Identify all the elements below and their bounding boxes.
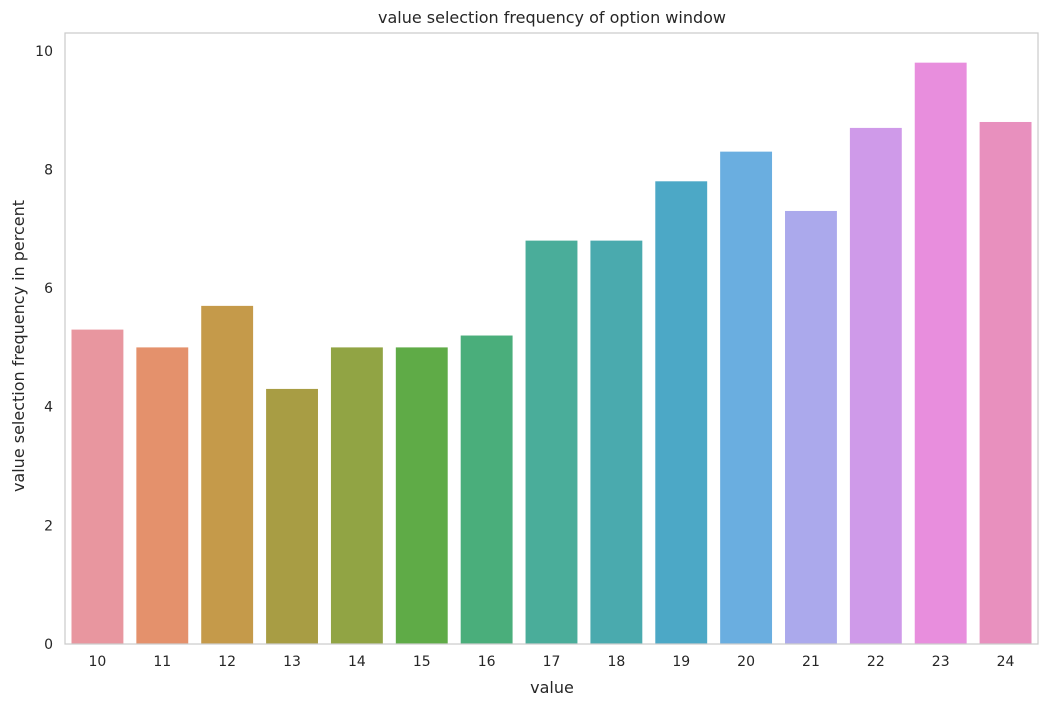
x-tick-label: 21 [802, 654, 820, 670]
x-tick-label: 22 [867, 654, 885, 670]
x-tick-label: 24 [997, 654, 1015, 670]
x-tick-label: 20 [737, 654, 755, 670]
y-tick-label: 2 [44, 518, 53, 534]
bar-20 [720, 151, 773, 644]
bars-layer [71, 62, 1032, 645]
bar-12 [201, 305, 254, 644]
bar-24 [979, 121, 1032, 645]
x-axis-label: value [530, 678, 574, 697]
y-tick-label: 10 [35, 44, 53, 60]
bar-10 [71, 329, 124, 644]
x-tick-label: 16 [478, 654, 496, 670]
x-tick-label: 17 [543, 654, 561, 670]
x-tick-label: 10 [89, 654, 107, 670]
y-tick-label: 0 [44, 637, 53, 653]
x-tick-label: 15 [413, 654, 431, 670]
bar-22 [849, 127, 902, 644]
y-axis-label: value selection frequency in percent [9, 200, 28, 492]
y-tick-label: 6 [44, 281, 53, 297]
bar-13 [266, 388, 318, 644]
bar-18 [590, 240, 643, 644]
bar-14 [330, 347, 383, 644]
y-tick-labels: 0 2 4 6 8 10 [35, 44, 53, 653]
x-tick-label: 23 [932, 654, 950, 670]
y-tick-label: 8 [44, 162, 53, 178]
bar-17 [525, 240, 578, 644]
x-tick-label: 13 [283, 654, 301, 670]
bar-23 [914, 62, 967, 645]
x-tick-label: 18 [607, 654, 625, 670]
y-tick-label: 4 [44, 400, 53, 416]
bar-11 [136, 347, 189, 644]
x-tick-label: 19 [672, 654, 690, 670]
x-tick-label: 11 [153, 654, 171, 670]
bar-21 [785, 210, 837, 644]
plot-frame [64, 32, 1039, 645]
chart-title: value selection frequency of option wind… [378, 8, 726, 27]
x-tick-label: 14 [348, 654, 366, 670]
bar-16 [460, 335, 513, 644]
x-tick-labels: 10 11 12 13 14 15 16 17 18 19 20 21 22 23 24 [89, 654, 1015, 670]
x-tick-label: 12 [218, 654, 236, 670]
bar-15 [395, 347, 448, 644]
bar-19 [655, 181, 708, 645]
